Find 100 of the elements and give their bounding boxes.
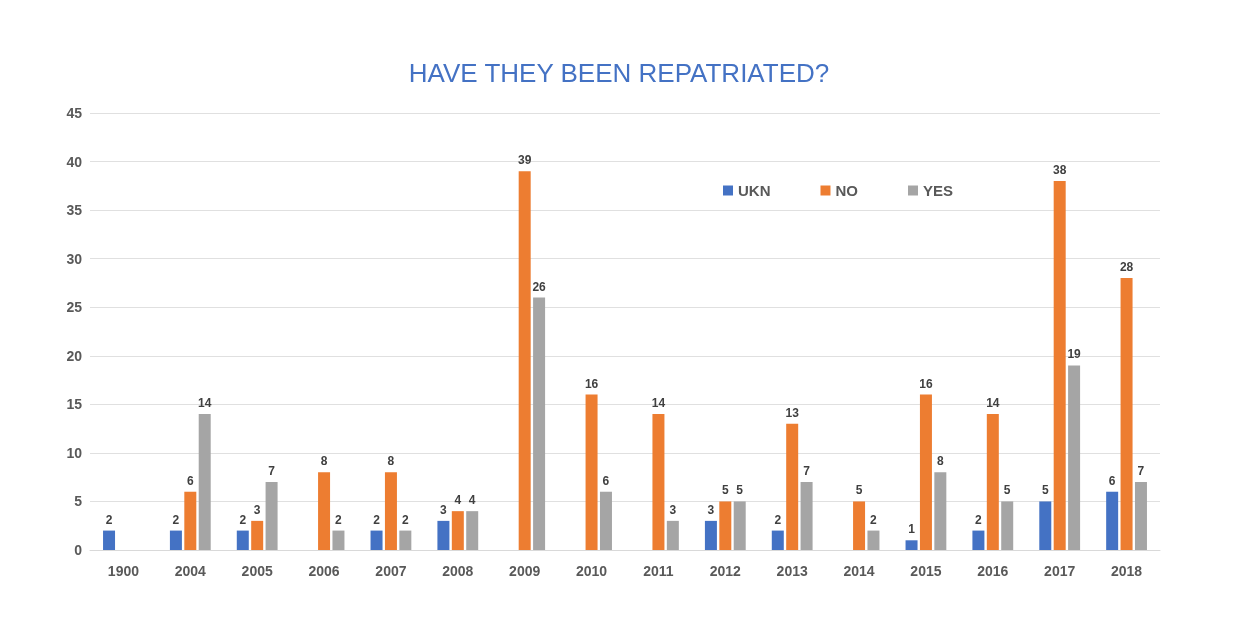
bar	[1039, 501, 1052, 550]
y-tick-label: 30	[66, 250, 83, 267]
legend-label: NO	[835, 182, 859, 199]
data-label: 38	[1053, 162, 1067, 177]
bar	[437, 520, 450, 550]
bar	[652, 414, 665, 550]
bar	[786, 423, 799, 550]
data-label: 2	[401, 512, 409, 527]
bar	[934, 472, 947, 550]
bar	[370, 530, 383, 550]
legend-label: UKN	[737, 182, 771, 199]
data-label: 19	[1067, 347, 1082, 362]
y-tick-label: 40	[66, 153, 83, 170]
x-tick-label: 2005	[241, 563, 273, 579]
bar	[169, 530, 182, 550]
bar	[905, 540, 918, 550]
y-tick-label: 0	[74, 542, 83, 558]
y-tick-label: 5	[74, 493, 83, 510]
bar	[533, 297, 546, 550]
data-label: 6	[602, 473, 610, 488]
data-label: 3	[253, 502, 261, 517]
data-label: 2	[870, 512, 878, 527]
x-tick-label: 2012	[709, 563, 742, 579]
bar	[236, 530, 249, 550]
bar	[1068, 365, 1081, 550]
data-label: 5	[855, 483, 863, 498]
bar	[867, 530, 880, 550]
bar	[103, 530, 116, 550]
data-label: 5	[1003, 483, 1011, 498]
bar	[198, 414, 211, 550]
x-tick-label: 1900	[107, 563, 140, 579]
data-label: 26	[532, 279, 547, 294]
bar	[771, 530, 784, 550]
bar	[919, 394, 932, 550]
data-label: 5	[736, 483, 744, 498]
data-label: 2	[239, 512, 247, 527]
bar	[704, 520, 717, 550]
x-tick-label: 2016	[977, 563, 1009, 579]
y-tick-label: 45	[66, 105, 83, 121]
bar	[585, 394, 598, 550]
bar	[384, 472, 397, 550]
bar	[853, 501, 866, 550]
y-tick-label: 10	[66, 444, 83, 461]
data-label: 3	[669, 502, 677, 517]
bar	[733, 501, 746, 550]
data-label: 7	[803, 464, 811, 479]
bar	[1001, 501, 1014, 550]
data-label: 14	[651, 396, 666, 411]
data-label: 8	[387, 454, 395, 469]
y-tick-label: 25	[66, 299, 83, 316]
bar	[332, 530, 345, 550]
x-tick-label: 2014	[843, 563, 875, 579]
data-label: 5	[1041, 483, 1049, 498]
data-label: 2	[172, 512, 180, 527]
x-tick-label: 2011	[643, 563, 674, 579]
bar	[1053, 180, 1066, 550]
bar	[399, 530, 412, 550]
bar	[1120, 278, 1133, 550]
x-tick-label: 2007	[375, 563, 407, 579]
bar	[800, 482, 813, 550]
data-label: 8	[320, 454, 328, 469]
data-label: 14	[198, 396, 212, 411]
data-label: 4	[454, 493, 462, 508]
bar	[318, 472, 331, 550]
bar	[1106, 491, 1119, 550]
data-label: 2	[335, 512, 343, 527]
bar	[972, 530, 985, 550]
y-tick-label: 35	[66, 202, 83, 219]
x-tick-label: 2006	[308, 563, 340, 579]
bar	[265, 482, 278, 550]
data-label: 13	[785, 405, 800, 420]
data-label: 6	[1108, 473, 1116, 488]
bar	[666, 520, 679, 550]
bar	[719, 501, 732, 550]
data-label: 14	[986, 396, 1000, 411]
x-tick-label: 2004	[174, 563, 207, 579]
data-label: 3	[707, 502, 715, 517]
legend-label: YES	[922, 182, 953, 199]
data-label: 5	[721, 483, 729, 498]
x-tick-label: 2010	[575, 563, 608, 579]
x-tick-label: 2018	[1110, 563, 1143, 579]
x-tick-label: 2009	[509, 563, 541, 579]
data-label: 7	[268, 464, 276, 479]
y-tick-label: 15	[66, 396, 83, 413]
data-label: 4	[468, 493, 476, 508]
data-label: 6	[186, 473, 194, 488]
data-label: 28	[1119, 260, 1134, 275]
y-tick-label: 20	[66, 347, 83, 364]
data-label: 8	[936, 454, 944, 469]
bar	[599, 491, 612, 550]
chart-title: HAVE THEY BEEN REPATRIATED?	[408, 58, 830, 88]
bar	[518, 171, 531, 550]
data-label: 7	[1137, 464, 1145, 479]
data-label: 16	[584, 376, 599, 391]
data-label: 39	[518, 153, 532, 168]
data-label: 2	[373, 512, 381, 527]
data-label: 3	[440, 502, 448, 517]
bar	[986, 414, 999, 550]
bar	[184, 491, 197, 550]
bar	[1134, 482, 1147, 550]
